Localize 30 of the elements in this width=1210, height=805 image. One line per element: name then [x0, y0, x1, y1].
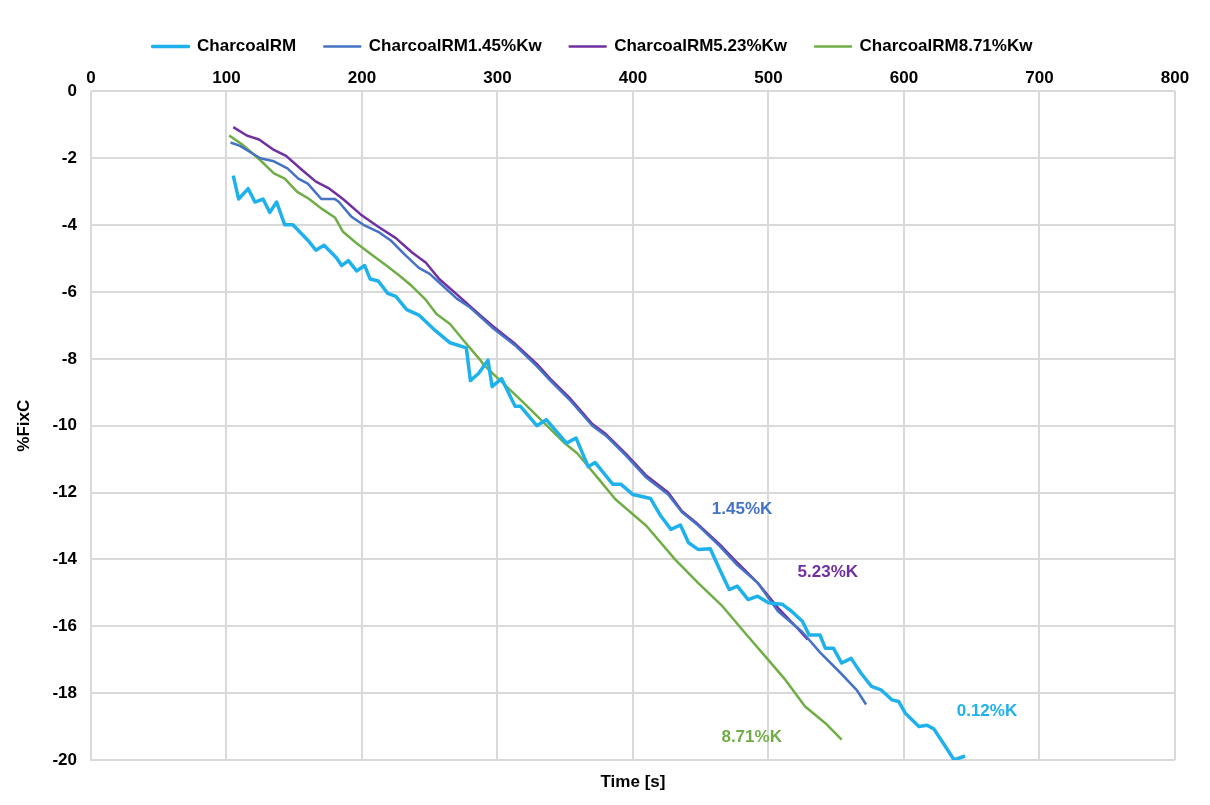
y-tick-label: -16	[52, 615, 77, 635]
y-tick-label: -10	[52, 415, 77, 435]
x-tick-label: 100	[212, 67, 241, 87]
legend-label: CharcoalRM	[197, 36, 297, 56]
y-tick-label: -12	[52, 482, 77, 502]
y-tick-label: -14	[52, 549, 78, 569]
y-tick-label: -20	[52, 749, 77, 769]
x-tick-label: 500	[754, 67, 783, 87]
y-tick-label: 0	[67, 81, 77, 101]
annotation: 5.23%K	[797, 562, 859, 582]
annotation: 8.71%K	[721, 727, 783, 747]
x-tick-label: 700	[1025, 67, 1054, 87]
annotation: 0.12%K	[956, 700, 1018, 720]
y-tick-label: -2	[61, 147, 77, 167]
x-tick-label: 200	[347, 67, 377, 87]
legend-label: CharcoalRM5.23%Kw	[614, 36, 788, 56]
y-tick-label: -4	[61, 214, 78, 234]
x-tick-label: 0	[86, 67, 96, 87]
x-tick-label: 600	[889, 67, 919, 87]
x-tick-label: 300	[483, 67, 512, 87]
y-tick-label: -6	[61, 281, 77, 301]
legend-label: CharcoalRM8.71%Kw	[859, 36, 1034, 56]
y-axis-title: %FixC	[13, 399, 33, 452]
x-tick-label: 400	[618, 67, 648, 87]
annotation: 1.45%K	[711, 499, 774, 519]
y-tick-label: -18	[52, 682, 77, 702]
x-tick-label: 800	[1160, 67, 1190, 87]
legend-label: CharcoalRM1.45%Kw	[368, 36, 543, 56]
x-axis-title: Time [s]	[600, 771, 666, 791]
y-tick-label: -8	[61, 348, 77, 368]
